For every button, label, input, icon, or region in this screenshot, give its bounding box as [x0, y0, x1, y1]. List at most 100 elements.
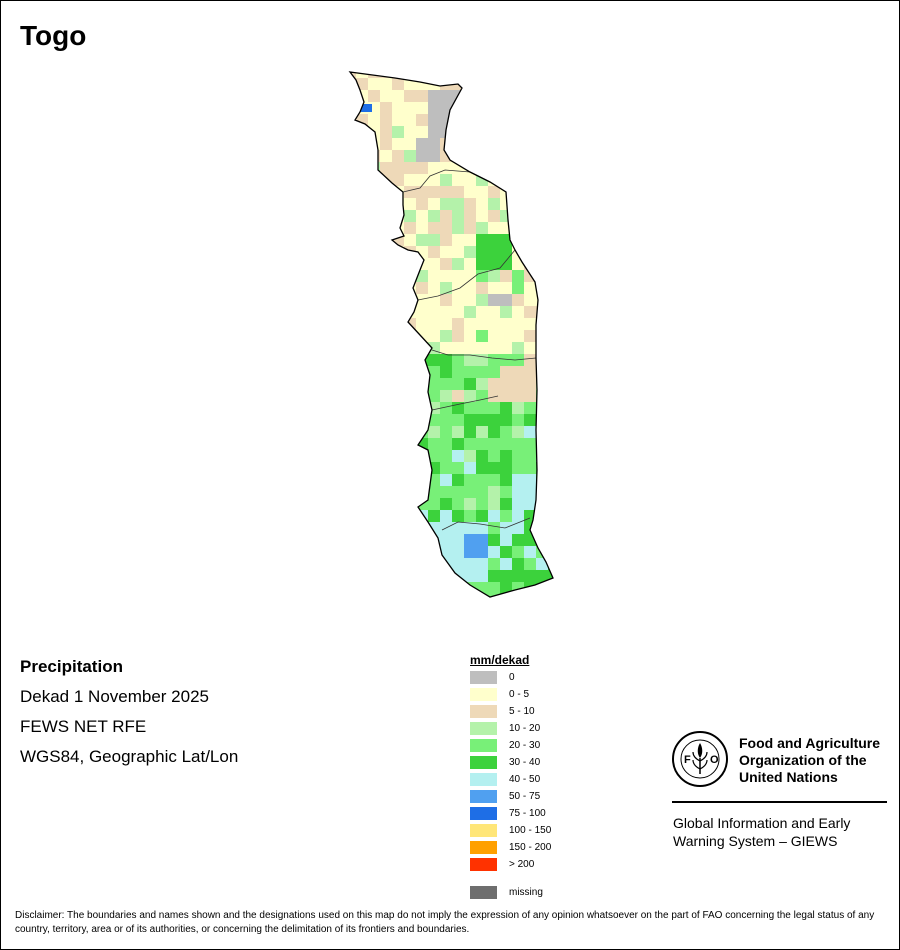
rainfall-cell: [452, 150, 464, 162]
rainfall-cell: [464, 246, 476, 258]
rainfall-cell: [404, 234, 416, 246]
rainfall-cell: [452, 270, 464, 282]
rainfall-cell: [500, 438, 512, 450]
rainfall-cell: [440, 570, 452, 582]
rainfall-cell: [500, 72, 512, 78]
rainfall-cell: [392, 354, 404, 366]
rainfall-cell: [524, 150, 536, 162]
rainfall-cell: [524, 426, 536, 438]
rainfall-cell: [392, 582, 404, 594]
rainfall-cell: [440, 162, 452, 174]
rainfall-cell: [380, 210, 392, 222]
rainfall-cell: [464, 306, 476, 318]
rainfall-cell: [500, 306, 512, 318]
rainfall-cell: [440, 534, 452, 546]
legend-label: 75 - 100: [509, 808, 546, 819]
rainfall-cell: [512, 330, 524, 342]
rainfall-cell: [512, 78, 524, 90]
rainfall-cell: [428, 510, 440, 522]
rainfall-cell: [476, 558, 488, 570]
rainfall-cell: [488, 354, 500, 366]
rainfall-cell: [416, 366, 428, 378]
rainfall-cell: [452, 522, 464, 534]
rainfall-cell: [356, 138, 368, 150]
rainfall-cell: [350, 402, 356, 414]
rainfall-cell: [392, 102, 404, 114]
rainfall-cell: [548, 414, 553, 426]
rainfall-cell: [452, 594, 464, 597]
disclaimer: Disclaimer: The boundaries and names sho…: [15, 910, 875, 935]
rainfall-cell: [404, 114, 416, 126]
rainfall-cell: [512, 90, 524, 102]
rainfall-cell: [476, 210, 488, 222]
rainfall-cell: [428, 174, 440, 186]
rainfall-cell: [428, 594, 440, 597]
rainfall-cell: [488, 450, 500, 462]
rainfall-cell: [350, 558, 356, 570]
rainfall-cell: [404, 390, 416, 402]
rainfall-cell: [548, 462, 553, 474]
rainfall-cell: [350, 438, 356, 450]
giews-line2: Warning System – GIEWS: [673, 833, 838, 849]
legend-swatch: [470, 671, 497, 684]
rainfall-cell: [548, 126, 553, 138]
legend-swatch: [470, 824, 497, 837]
rainfall-cell: [452, 234, 464, 246]
rainfall-cell: [488, 186, 500, 198]
rainfall-cell: [452, 510, 464, 522]
rainfall-cell: [500, 330, 512, 342]
rainfall-cell: [488, 222, 500, 234]
rainfall-cell: [392, 138, 404, 150]
rainfall-cell: [440, 378, 452, 390]
rainfall-cell: [440, 270, 452, 282]
rainfall-cell: [380, 222, 392, 234]
rainfall-cell: [440, 510, 452, 522]
rainfall-cell: [464, 330, 476, 342]
rainfall-cell: [404, 198, 416, 210]
rainfall-cell: [380, 90, 392, 102]
rainfall-cell: [512, 498, 524, 510]
rainfall-cell: [380, 582, 392, 594]
rainfall-cell: [380, 186, 392, 198]
rainfall-cell: [428, 450, 440, 462]
rainfall-cell: [500, 318, 512, 330]
rainfall-cell: [536, 510, 548, 522]
rainfall-cell: [416, 78, 428, 90]
rainfall-cell: [500, 426, 512, 438]
rainfall-cell: [440, 138, 452, 150]
rainfall-cell: [416, 378, 428, 390]
rainfall-cell: [500, 534, 512, 546]
rainfall-cell: [536, 354, 548, 366]
source-label: FEWS NET RFE: [20, 717, 147, 736]
rainfall-cell: [464, 354, 476, 366]
rainfall-cell: [350, 474, 356, 486]
giews-label: Global Information and Early Warning Sys…: [673, 814, 888, 850]
rainfall-cell: [392, 390, 404, 402]
rainfall-cell: [392, 558, 404, 570]
rainfall-cell: [524, 462, 536, 474]
legend-label: 30 - 40: [509, 757, 541, 768]
rainfall-cell: [548, 150, 553, 162]
rainfall-cell: [428, 150, 440, 162]
rainfall-cell: [350, 498, 356, 510]
rainfall-cell: [356, 378, 368, 390]
rainfall-cell: [536, 426, 548, 438]
legend-label: 100 - 150: [509, 825, 552, 836]
rainfall-cell: [368, 438, 380, 450]
rainfall-cell: [500, 570, 512, 582]
rainfall-cell: [500, 498, 512, 510]
rainfall-cell: [392, 258, 404, 270]
rainfall-cell: [536, 330, 548, 342]
rainfall-cell: [548, 138, 553, 150]
rainfall-cell: [500, 174, 512, 186]
rainfall-cell: [440, 90, 452, 102]
rainfall-cell: [440, 174, 452, 186]
rainfall-cell: [464, 198, 476, 210]
rainfall-cell: [350, 198, 356, 210]
rainfall-cell: [404, 594, 416, 597]
rainfall-cell: [404, 498, 416, 510]
rainfall-cell: [452, 474, 464, 486]
rainfall-cell: [536, 378, 548, 390]
rainfall-cell: [512, 510, 524, 522]
rainfall-cell: [464, 462, 476, 474]
